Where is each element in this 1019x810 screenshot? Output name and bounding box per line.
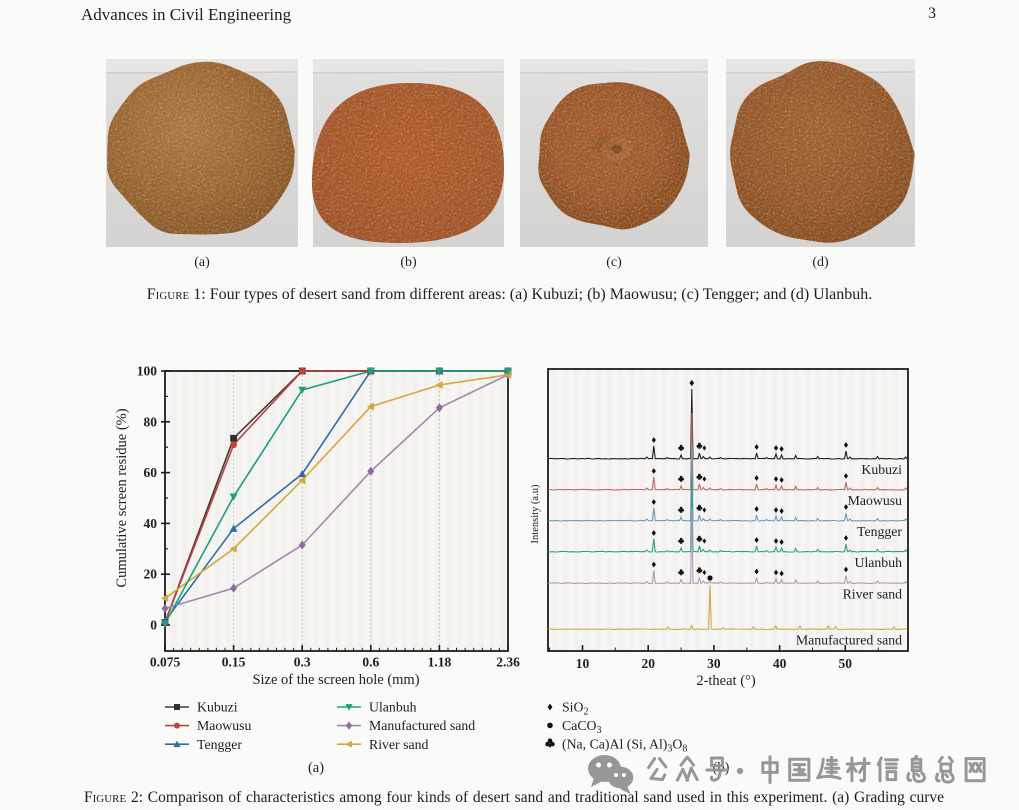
svg-text:CaCO3: CaCO3	[562, 718, 602, 736]
svg-text:Ulanbuh: Ulanbuh	[854, 555, 902, 570]
svg-text:Kubuzi: Kubuzi	[861, 462, 902, 477]
svg-text:40: 40	[773, 656, 787, 671]
svg-text:(a): (a)	[308, 760, 324, 776]
svg-text:Ulanbuh: Ulanbuh	[369, 700, 417, 715]
svg-text:40: 40	[144, 516, 158, 531]
svg-text:0.3: 0.3	[294, 655, 311, 670]
svg-text:Intensity (a.u): Intensity (a.u)	[530, 484, 541, 543]
svg-text:River sand: River sand	[843, 587, 902, 602]
svg-text:0.6: 0.6	[362, 655, 379, 670]
svg-text:Kubuzi: Kubuzi	[197, 700, 238, 715]
svg-text:20: 20	[144, 567, 158, 582]
svg-text:(b): (b)	[713, 760, 730, 776]
svg-text:2.36: 2.36	[496, 655, 520, 670]
svg-text:River sand: River sand	[369, 737, 428, 752]
svg-text:60: 60	[144, 465, 158, 480]
svg-text:50: 50	[839, 656, 853, 671]
svg-text:Manufactured sand: Manufactured sand	[369, 718, 475, 733]
svg-text:SiO2: SiO2	[562, 700, 588, 718]
svg-text:Size of the screen hole (mm): Size of the screen hole (mm)	[252, 672, 419, 688]
svg-text:2-theat (°): 2-theat (°)	[696, 673, 756, 689]
svg-text:Manufactured sand: Manufactured sand	[796, 633, 902, 648]
svg-text:10: 10	[576, 656, 590, 671]
svg-text:30: 30	[707, 656, 721, 671]
svg-text:(Na, Ca)Al (Si, Al)3O8: (Na, Ca)Al (Si, Al)3O8	[562, 736, 687, 754]
svg-text:20: 20	[641, 656, 655, 671]
svg-text:0: 0	[150, 618, 157, 633]
svg-text:Tengger: Tengger	[197, 737, 242, 752]
svg-text:80: 80	[144, 414, 158, 429]
svg-text:Cumulative screen residue (%): Cumulative screen residue (%)	[114, 408, 130, 587]
svg-text:0.075: 0.075	[150, 655, 181, 670]
svg-text:Tengger: Tengger	[857, 524, 902, 539]
svg-text:Maowusu: Maowusu	[197, 718, 252, 733]
svg-text:100: 100	[137, 364, 158, 379]
svg-text:Maowusu: Maowusu	[848, 493, 903, 508]
svg-text:0.15: 0.15	[222, 655, 246, 670]
svg-text:1.18: 1.18	[428, 655, 452, 670]
